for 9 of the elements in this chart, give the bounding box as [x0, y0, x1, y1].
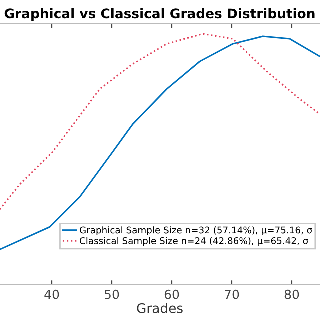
x-tick-label: 70	[225, 290, 240, 300]
x-tick-label: 80	[284, 290, 300, 300]
x-tick-label: 50	[105, 290, 120, 300]
x-tick-label: 60	[164, 290, 180, 300]
x-axis-title: Grades	[137, 303, 183, 314]
x-tick-label: 40	[44, 290, 60, 300]
legend-label: Graphical Sample Size n=32 (57.14%), μ=75.16, σ	[80, 226, 312, 236]
legend-label: Classical Sample Size n=24 (42.86%), μ=65.42, σ	[80, 237, 308, 246]
chart-title: Graphical vs Classical Grades Distribution	[4, 8, 315, 22]
